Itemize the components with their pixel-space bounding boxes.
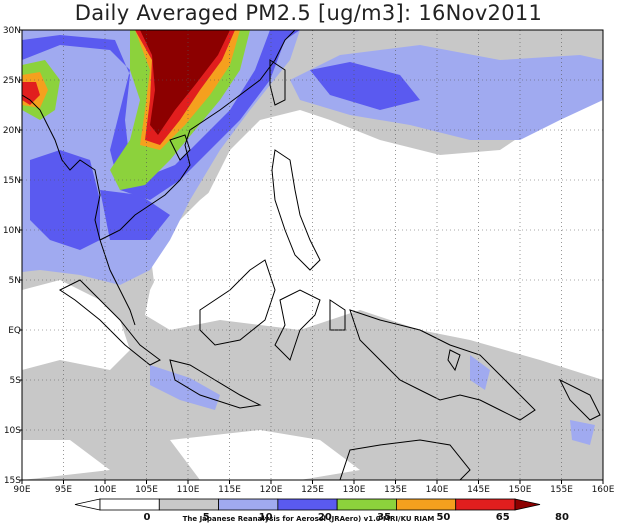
lat-tick-label: 25N bbox=[3, 76, 21, 86]
lon-tick-label: 95E bbox=[55, 485, 72, 495]
colorbar-segment bbox=[455, 498, 516, 511]
lon-tick-label: 160E bbox=[592, 485, 615, 495]
colorbar-segment bbox=[99, 498, 160, 511]
colorbar-segment bbox=[158, 498, 219, 511]
lon-tick-label: 130E bbox=[343, 485, 366, 495]
lon-tick-label: 105E bbox=[135, 485, 158, 495]
colorbar-segment bbox=[218, 498, 279, 511]
map-title: Daily Averaged PM2.5 [ug/m3]: 16Nov2011 bbox=[74, 1, 543, 25]
colorbar-label: 80 bbox=[555, 512, 569, 523]
lat-tick-label: 30N bbox=[3, 26, 21, 36]
pm25-patch-java bbox=[150, 365, 220, 410]
lon-tick-labels: 90E 95E 100E 105E 110E 115E 120E 125E 130E 135E 14… bbox=[13, 480, 615, 495]
pm25-band-max bbox=[140, 30, 230, 135]
pm25-band-0-10-area bbox=[150, 150, 603, 350]
grid-lines bbox=[22, 30, 603, 480]
colorbar-arrow-left bbox=[74, 498, 101, 511]
colorbar-label: 35 bbox=[377, 512, 391, 523]
lon-tick-label: 125E bbox=[301, 485, 324, 495]
colorbar-segment bbox=[277, 498, 338, 511]
lon-tick-label: 145E bbox=[467, 485, 490, 495]
lon-tick-label: 155E bbox=[550, 485, 573, 495]
lat-tick-label: 10N bbox=[3, 226, 21, 236]
colorbar-label: 50 bbox=[436, 512, 450, 523]
lat-tick-label: 10S bbox=[4, 426, 21, 436]
lat-tick-label: 15S bbox=[4, 476, 21, 486]
colorbar-label: 10 bbox=[259, 512, 273, 523]
lon-tick-label: 90E bbox=[13, 485, 30, 495]
pm25-band-80-plus-edge-west bbox=[22, 82, 40, 105]
colorbar-segment bbox=[396, 498, 457, 511]
lon-tick-label: 100E bbox=[94, 485, 117, 495]
colorbar-label: 0 bbox=[144, 512, 151, 523]
pm25-patch-sea bbox=[570, 420, 595, 445]
lat-tick-label: 20N bbox=[3, 126, 21, 136]
colorbar: 0 5 10 20 35 50 65 80 bbox=[74, 498, 569, 523]
colorbar-segment bbox=[336, 498, 397, 511]
lat-tick-label: 5S bbox=[10, 376, 22, 386]
colorbar-label: 5 bbox=[203, 512, 210, 523]
lat-tick-labels: 30N 25N 20N 15N 10N 5N EQ 5S 10S 15S bbox=[3, 26, 22, 486]
lat-tick-label: 15N bbox=[3, 176, 21, 186]
lat-tick-label: 5N bbox=[9, 276, 21, 286]
lon-tick-label: 120E bbox=[260, 485, 283, 495]
colorbar-label: 20 bbox=[318, 512, 332, 523]
credit-line: The Japanese Reanalysis for Aerosol (JRA… bbox=[182, 515, 435, 523]
pm25-field bbox=[22, 30, 603, 480]
lon-tick-label: 135E bbox=[384, 485, 407, 495]
pm25-clean-patch-sw bbox=[22, 440, 110, 480]
pm25-band-35-50 bbox=[22, 30, 300, 200]
coastlines bbox=[22, 30, 601, 480]
lon-tick-label: 115E bbox=[218, 485, 241, 495]
pm25-patch-png bbox=[470, 355, 490, 390]
lon-tick-label: 150E bbox=[509, 485, 532, 495]
lon-tick-label: 140E bbox=[426, 485, 449, 495]
colorbar-label: 65 bbox=[496, 512, 510, 523]
colorbar-arrow-right bbox=[514, 498, 541, 511]
lon-tick-label: 110E bbox=[177, 485, 200, 495]
pm25-band-35-50-pacific bbox=[310, 62, 420, 110]
pm25-band-35-50-bay bbox=[30, 150, 100, 250]
lat-tick-label: EQ bbox=[8, 326, 21, 336]
